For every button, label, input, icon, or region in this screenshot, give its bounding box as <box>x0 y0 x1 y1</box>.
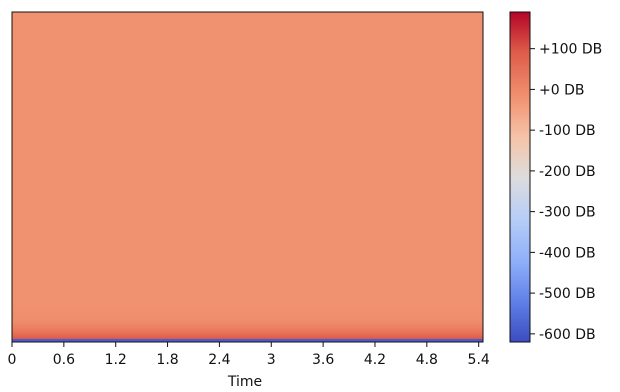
x-tick-label: 4.8 <box>416 352 438 368</box>
heatmap-low-frequency-band <box>12 300 483 340</box>
colorbar-tick-label: -400 DB <box>539 245 596 261</box>
x-axis-label: Time <box>227 374 262 388</box>
colorbar-tick-label: -500 DB <box>539 286 596 302</box>
colorbar-tick-label: +0 DB <box>539 82 584 98</box>
colorbar: +100 DB +0 DB -100 DB -200 DB -300 DB -400 DB… <box>509 11 602 343</box>
x-tick-label: 3 <box>267 352 276 368</box>
x-tick-label: 0 <box>8 352 17 368</box>
colorbar-ticks: +100 DB +0 DB -100 DB -200 DB -300 DB -400 DB… <box>530 42 602 343</box>
heatmap-body <box>12 12 483 342</box>
colorbar-tick-label: -100 DB <box>539 123 596 139</box>
x-tick-label: 2.4 <box>208 352 230 368</box>
x-tick-label: 1.2 <box>105 352 127 368</box>
colorbar-tick-label: -600 DB <box>539 327 596 343</box>
colorbar-tick-label: +100 DB <box>539 42 602 58</box>
x-tick-label: 1.8 <box>156 352 178 368</box>
colorbar-gradient-bar <box>509 11 531 343</box>
heatmap-bottom-blue-row <box>12 339 483 342</box>
x-axis: 0 0.6 1.2 1.8 2.4 3 3.6 4.2 4.8 5.4 <box>8 342 490 368</box>
x-tick-label: 3.6 <box>312 352 334 368</box>
x-tick-label: 0.6 <box>53 352 75 368</box>
colorbar-tick-label: -200 DB <box>539 164 596 180</box>
heatmap-area <box>11 11 484 343</box>
x-tick-label: 5.4 <box>468 352 490 368</box>
x-tick-label: 4.2 <box>364 352 386 368</box>
colorbar-tick-label: -300 DB <box>539 205 596 221</box>
plot-frame <box>11 11 484 343</box>
